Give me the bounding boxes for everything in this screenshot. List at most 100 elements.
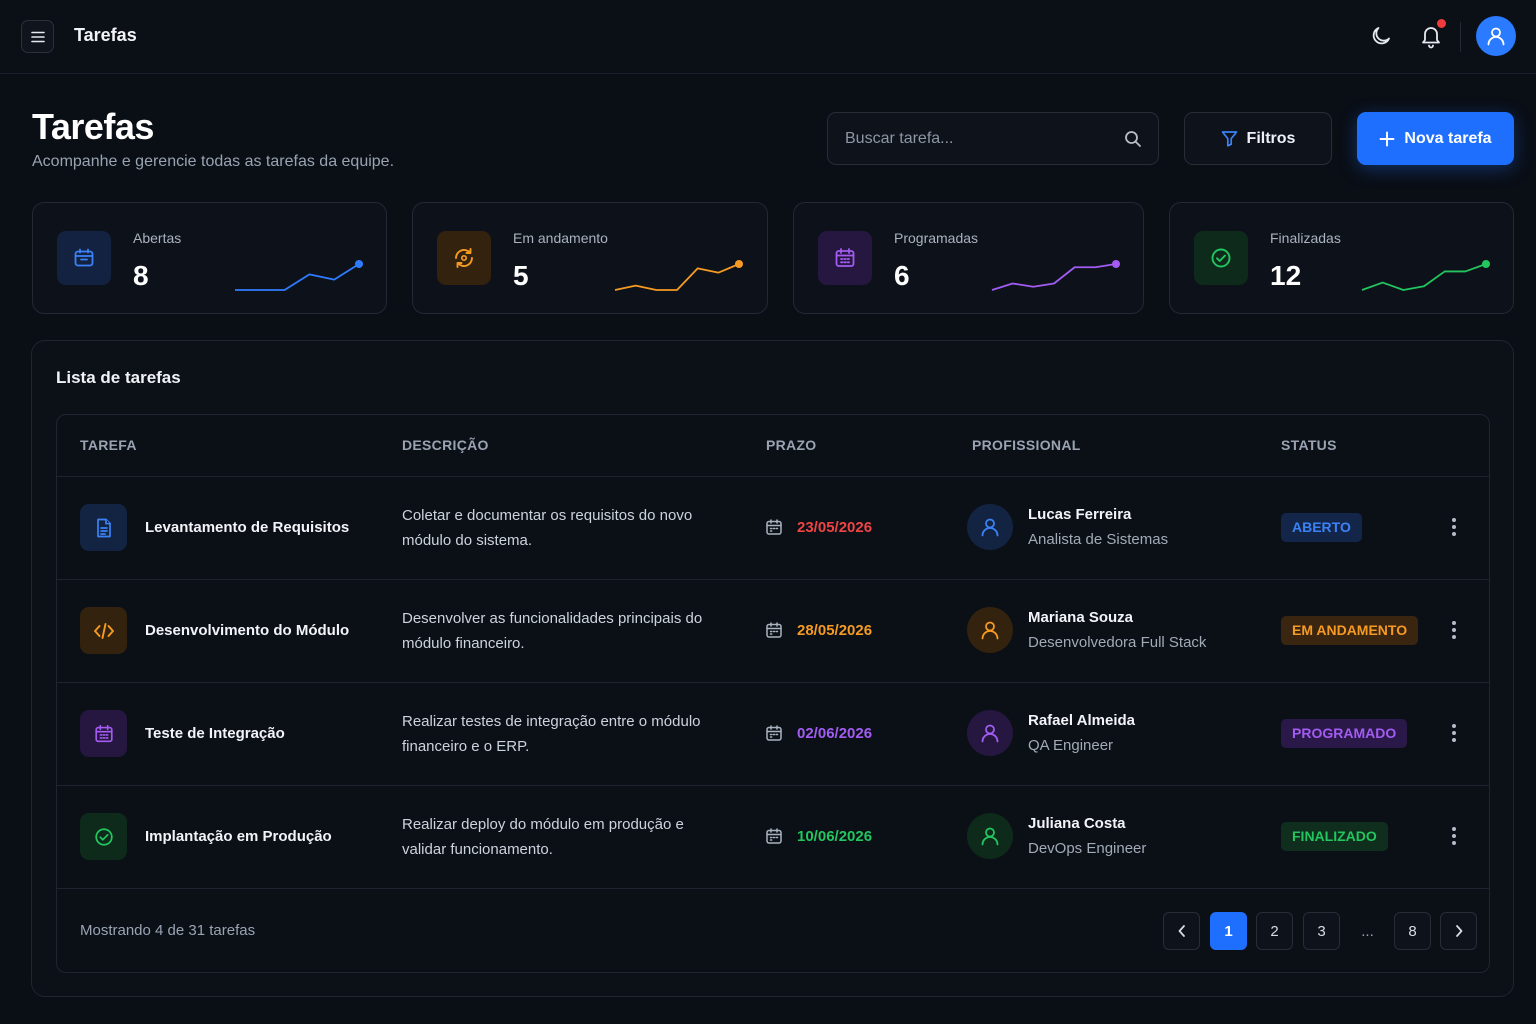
- sparkline-path: [614, 263, 740, 291]
- app-title: Tarefas: [74, 25, 137, 45]
- notifications-button[interactable]: [1418, 22, 1444, 50]
- professional-name: Lucas Ferreira: [1028, 506, 1132, 523]
- sparkline-programadas: [991, 260, 1120, 291]
- professional-avatar: [967, 813, 1013, 859]
- inbox-icon: [74, 248, 94, 267]
- column-header-status[interactable]: STATUS: [1281, 437, 1337, 453]
- sparkline-path: [1361, 263, 1487, 291]
- stat-icon-box: [57, 231, 111, 285]
- kebab-dot: [1452, 621, 1456, 625]
- calendar-icon: [766, 725, 782, 741]
- column-header-prazo[interactable]: PRAZO: [766, 437, 817, 453]
- professional-avatar: [967, 504, 1013, 550]
- professional-name: Rafael Almeida: [1028, 712, 1135, 729]
- status-badge: EM ANDAMENTO: [1281, 616, 1419, 645]
- filters-button[interactable]: Filtros: [1184, 112, 1332, 165]
- due-date: 02/06/2026: [797, 725, 873, 742]
- status-badge: PROGRAMADO: [1281, 719, 1408, 748]
- row-actions-button[interactable]: [1445, 824, 1463, 848]
- chevron-left-icon: [1178, 925, 1185, 937]
- professional-name: Mariana Souza: [1028, 609, 1134, 626]
- calendar-icon: [766, 622, 782, 638]
- task-description: Desenvolver as funcionalidades principai…: [402, 610, 703, 652]
- task-name[interactable]: Implantação em Produção: [145, 828, 332, 845]
- theme-toggle-button[interactable]: [1368, 22, 1394, 50]
- page-button-8[interactable]: 8: [1394, 912, 1431, 950]
- stat-card-programadas: Programadas 6: [793, 202, 1144, 314]
- stat-label: Programadas: [894, 230, 979, 246]
- page-button-2[interactable]: 2: [1256, 912, 1293, 950]
- task-description: Realizar testes de integração entre o mó…: [402, 713, 701, 755]
- due-date: 23/05/2026: [797, 519, 873, 536]
- page-title: Tarefas: [32, 106, 154, 147]
- user-icon: [981, 518, 999, 537]
- column-header-descricao[interactable]: DESCRIÇÃO: [402, 437, 489, 453]
- page-ellipsis: ...: [1361, 922, 1374, 940]
- stat-value: 5: [513, 260, 529, 291]
- column-header-profissional[interactable]: PROFISSIONAL: [972, 437, 1081, 453]
- professional-role: Desenvolvedora Full Stack: [1028, 634, 1207, 651]
- sparkline-abertas: [235, 260, 363, 291]
- sparkline-end-dot: [1482, 260, 1490, 268]
- page-button-1[interactable]: 1: [1210, 912, 1247, 950]
- next-page-button[interactable]: [1440, 912, 1477, 950]
- user-icon: [1487, 27, 1505, 46]
- sparkline-path: [235, 263, 360, 291]
- results-count: Mostrando 4 de 31 tarefas: [80, 922, 256, 939]
- notification-dot: [1437, 19, 1446, 28]
- search-icon[interactable]: [1124, 130, 1142, 148]
- chevron-right-icon: [1455, 925, 1462, 937]
- sparkline-end-dot: [1112, 260, 1120, 268]
- new-task-button[interactable]: Nova tarefa: [1357, 112, 1514, 165]
- calendar-icon: [766, 519, 782, 535]
- task-name[interactable]: Teste de Integração: [145, 725, 285, 742]
- stat-label: Finalizadas: [1270, 230, 1341, 246]
- task-list-panel: Lista de tarefas TAREFA DESCRIÇÃO PRAZO …: [31, 340, 1514, 997]
- page-button-3[interactable]: 3: [1303, 912, 1340, 950]
- table-row[interactable]: Teste de Integração Realizar testes de i…: [57, 683, 1489, 786]
- task-name[interactable]: Levantamento de Requisitos: [145, 519, 350, 536]
- page-subtitle: Acompanhe e gerencie todas as tarefas da…: [32, 153, 395, 170]
- stat-icon-box: [437, 231, 491, 285]
- calendar-icon: [766, 828, 782, 844]
- kebab-dot: [1452, 525, 1456, 529]
- document-icon: [96, 518, 111, 537]
- stat-value: 8: [133, 260, 149, 291]
- row-actions-button[interactable]: [1445, 515, 1463, 539]
- task-description: Coletar e documentar os requisitos do no…: [402, 507, 693, 549]
- task-icon-box: [80, 813, 127, 860]
- task-icon-box: [80, 607, 127, 654]
- task-name[interactable]: Desenvolvimento do Módulo: [145, 622, 350, 639]
- due-date: 10/06/2026: [797, 828, 873, 845]
- professional-name: Juliana Costa: [1028, 815, 1126, 832]
- column-header-tarefa[interactable]: TAREFA: [80, 437, 137, 453]
- task-table: TAREFA DESCRIÇÃO PRAZO PROFISSIONAL STAT…: [56, 414, 1490, 973]
- table-row[interactable]: Desenvolvimento do Módulo Desenvolver as…: [57, 580, 1489, 683]
- user-icon: [981, 621, 999, 640]
- row-actions-button[interactable]: [1445, 721, 1463, 745]
- due-date: 28/05/2026: [797, 622, 873, 639]
- table-row[interactable]: Levantamento de Requisitos Coletar e doc…: [57, 477, 1489, 580]
- kebab-dot: [1452, 731, 1456, 735]
- bell-icon: [1422, 27, 1440, 49]
- row-actions-button[interactable]: [1445, 618, 1463, 642]
- table-row[interactable]: Implantação em Produção Realizar deploy …: [57, 786, 1489, 889]
- filters-label: Filtros: [1246, 129, 1296, 147]
- kebab-dot: [1452, 834, 1456, 838]
- stat-label: Abertas: [133, 230, 182, 246]
- menu-button[interactable]: [21, 20, 54, 53]
- user-avatar[interactable]: [1476, 16, 1516, 56]
- stat-label: Em andamento: [513, 230, 608, 246]
- sync-icon: [455, 248, 473, 268]
- sparkline-end-dot: [355, 260, 363, 268]
- stat-value: 12: [1270, 260, 1302, 291]
- status-badge: ABERTO: [1281, 513, 1362, 542]
- check-circle-icon: [1211, 248, 1231, 268]
- kebab-dot: [1452, 738, 1456, 742]
- prev-page-button[interactable]: [1163, 912, 1200, 950]
- sparkline-em-andamento: [614, 260, 743, 291]
- kebab-dot: [1452, 532, 1456, 536]
- plus-icon: [1379, 131, 1395, 146]
- stat-card-abertas: Abertas 8: [32, 202, 387, 314]
- search-input[interactable]: [828, 113, 1118, 164]
